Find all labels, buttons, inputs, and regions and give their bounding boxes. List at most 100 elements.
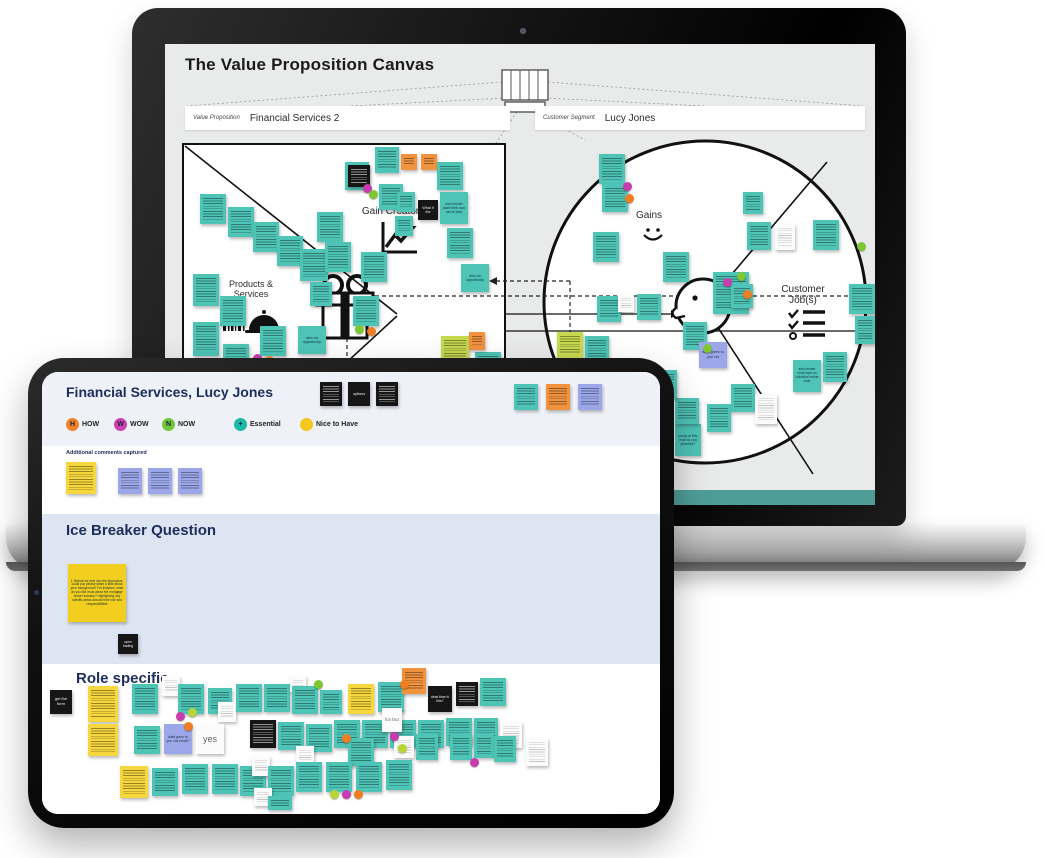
- marker-dot[interactable]: [363, 184, 372, 193]
- sticky-note[interactable]: [306, 724, 332, 752]
- sticky-note[interactable]: [66, 462, 96, 494]
- sticky-note[interactable]: [707, 404, 731, 432]
- marker-dot[interactable]: [354, 790, 363, 799]
- sticky-note[interactable]: [480, 678, 506, 706]
- sticky-note[interactable]: [401, 154, 417, 170]
- sticky-note[interactable]: [348, 684, 374, 714]
- sticky-note[interactable]: [236, 684, 262, 712]
- sticky-note[interactable]: [618, 294, 634, 312]
- sticky-note[interactable]: [162, 676, 180, 696]
- sticky-note[interactable]: [178, 468, 202, 494]
- sticky-note[interactable]: [317, 212, 343, 242]
- sticky-note[interactable]: [378, 682, 404, 712]
- marker-dot[interactable]: [176, 712, 185, 721]
- sticky-note[interactable]: [200, 194, 226, 224]
- sticky-note[interactable]: [148, 468, 172, 494]
- marker-dot[interactable]: [398, 744, 407, 753]
- sticky-note[interactable]: [416, 734, 438, 760]
- sticky-note[interactable]: [118, 468, 142, 494]
- sticky-note[interactable]: [320, 382, 342, 406]
- sticky-note[interactable]: also an opportunity: [461, 264, 489, 292]
- sticky-note[interactable]: [474, 734, 494, 758]
- marker-dot[interactable]: [703, 344, 712, 353]
- sticky-note[interactable]: [578, 384, 602, 410]
- sticky-note[interactable]: [253, 222, 279, 252]
- sticky-note[interactable]: [278, 722, 304, 750]
- marker-dot[interactable]: [188, 708, 197, 717]
- sticky-note[interactable]: [212, 764, 238, 794]
- sticky-note[interactable]: [152, 768, 178, 796]
- sticky-note[interactable]: [252, 756, 270, 776]
- sticky-note[interactable]: [637, 294, 661, 320]
- sticky-note[interactable]: [250, 720, 276, 748]
- marker-dot[interactable]: [390, 732, 399, 741]
- sticky-note[interactable]: [254, 788, 272, 806]
- marker-dot[interactable]: [314, 680, 323, 689]
- sticky-note[interactable]: get the form: [50, 690, 72, 714]
- sticky-note[interactable]: [450, 734, 472, 760]
- sticky-note[interactable]: [731, 384, 755, 412]
- sticky-note[interactable]: [823, 352, 847, 382]
- marker-dot[interactable]: [470, 758, 479, 767]
- sticky-note[interactable]: [397, 192, 415, 212]
- sticky-note[interactable]: [88, 724, 118, 756]
- sticky-note[interactable]: [526, 738, 548, 766]
- marker-dot[interactable]: [857, 242, 866, 251]
- sticky-note[interactable]: [375, 147, 399, 173]
- sticky-note[interactable]: [228, 207, 254, 237]
- sticky-note[interactable]: [120, 766, 148, 798]
- sticky-note[interactable]: [320, 690, 342, 714]
- marker-dot[interactable]: [623, 182, 632, 191]
- sticky-note[interactable]: [494, 736, 516, 762]
- sticky-note[interactable]: [421, 154, 437, 170]
- sticky-note[interactable]: [268, 796, 292, 810]
- sticky-note[interactable]: [193, 322, 219, 356]
- sticky-note[interactable]: [743, 192, 763, 214]
- sticky-note[interactable]: [514, 384, 538, 410]
- sticky-note[interactable]: data gives to you via: [699, 342, 727, 368]
- marker-dot[interactable]: [737, 272, 746, 281]
- marker-dot[interactable]: [355, 325, 364, 334]
- sticky-note[interactable]: [755, 394, 777, 424]
- sticky-note[interactable]: [395, 216, 413, 236]
- sticky-note[interactable]: [585, 336, 609, 362]
- sticky-note[interactable]: [353, 296, 379, 326]
- sticky-note[interactable]: [325, 242, 351, 272]
- sticky-note[interactable]: [182, 764, 208, 794]
- sticky-note[interactable]: [599, 154, 625, 184]
- sticky-note[interactable]: [218, 702, 236, 722]
- sticky-note[interactable]: [268, 766, 294, 796]
- sticky-note[interactable]: [402, 668, 426, 694]
- sticky-note[interactable]: [88, 686, 118, 722]
- sticky-note[interactable]: yes: [196, 724, 224, 754]
- sticky-note[interactable]: each lender want their own set of data: [440, 192, 468, 224]
- sticky-note[interactable]: fun fact: [382, 708, 402, 732]
- marker-dot[interactable]: [400, 680, 409, 689]
- sticky-note[interactable]: [675, 398, 699, 424]
- sticky-note[interactable]: [376, 382, 398, 406]
- customer-segment-field[interactable]: Customer Segment Lucy Jones: [535, 106, 865, 130]
- sticky-note[interactable]: [310, 282, 332, 306]
- marker-dot[interactable]: [723, 278, 732, 287]
- sticky-note[interactable]: [300, 249, 328, 281]
- sticky-note[interactable]: [134, 726, 160, 754]
- sticky-note[interactable]: [348, 738, 374, 766]
- sticky-note[interactable]: [447, 228, 473, 258]
- sticky-note[interactable]: open trading: [118, 634, 138, 654]
- marker-dot[interactable]: [184, 722, 193, 731]
- sticky-note[interactable]: [260, 326, 286, 356]
- sticky-note[interactable]: each lender must have an individual brok…: [793, 360, 821, 392]
- sticky-note[interactable]: [220, 296, 246, 326]
- sticky-note[interactable]: [277, 236, 303, 266]
- sticky-note[interactable]: What if the: [418, 200, 438, 220]
- sticky-note[interactable]: [356, 762, 382, 792]
- marker-dot[interactable]: [369, 190, 378, 199]
- sticky-note[interactable]: what time is this?: [428, 686, 452, 712]
- sticky-note[interactable]: [855, 316, 875, 344]
- sticky-note[interactable]: on top of this, how do you prioritise?: [675, 424, 701, 456]
- sticky-note[interactable]: [361, 252, 387, 282]
- sticky-note[interactable]: also an opportunity: [298, 326, 326, 354]
- sticky-note[interactable]: [296, 746, 314, 764]
- sticky-note[interactable]: [296, 762, 322, 792]
- marker-dot[interactable]: [743, 290, 752, 299]
